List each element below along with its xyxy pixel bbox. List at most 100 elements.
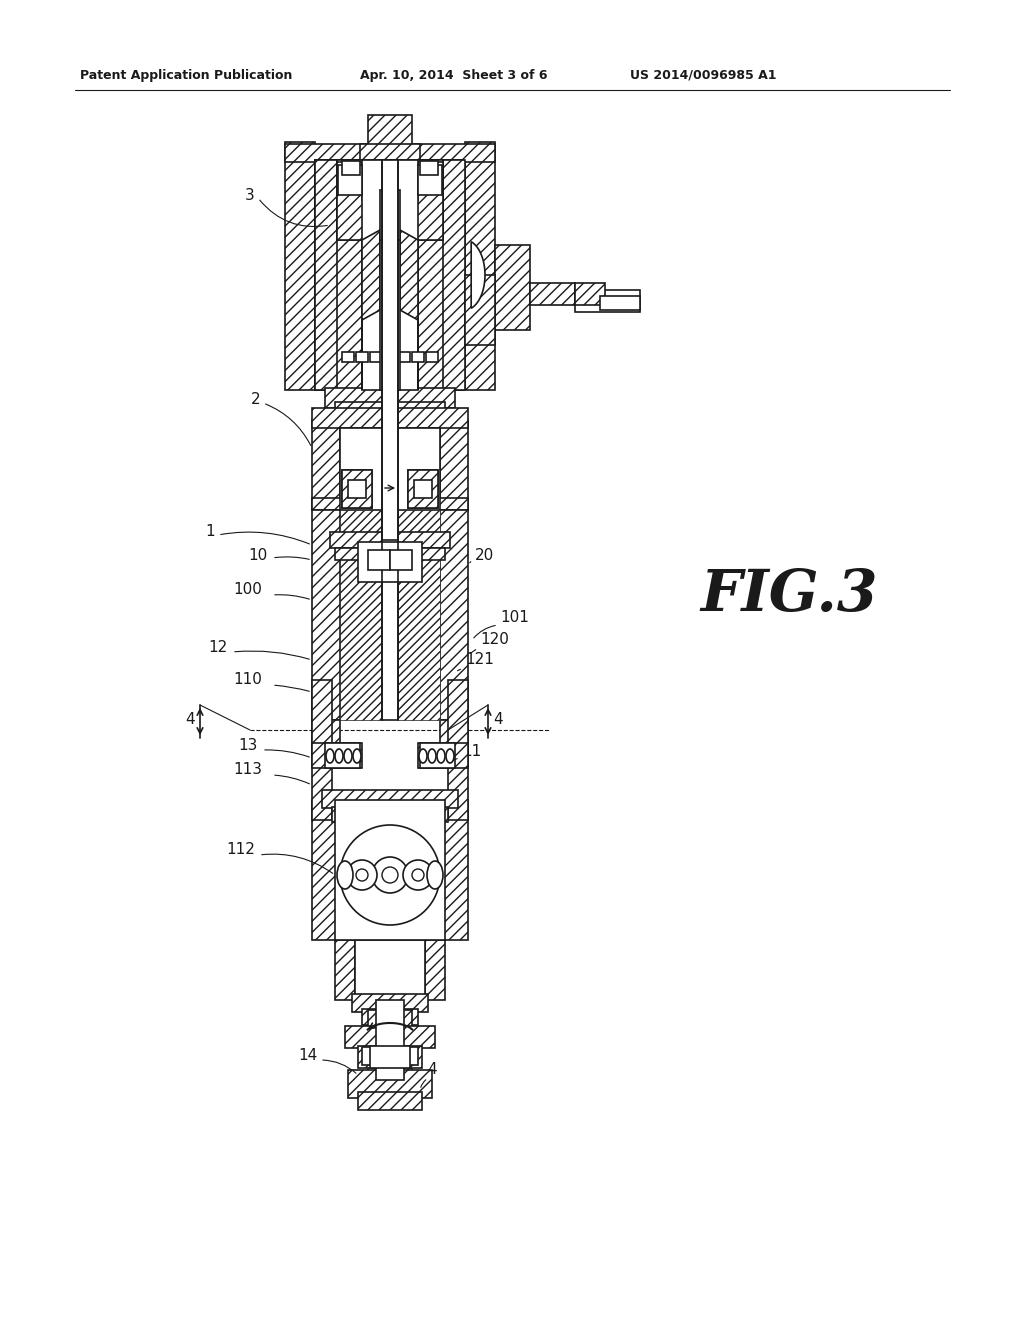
Text: 121: 121 — [465, 652, 494, 668]
Bar — [335, 940, 355, 1001]
Text: 113: 113 — [233, 763, 262, 777]
Ellipse shape — [326, 748, 334, 763]
Bar — [440, 719, 468, 755]
Bar — [418, 165, 442, 195]
Text: 4: 4 — [185, 713, 195, 727]
Bar — [285, 143, 315, 389]
Ellipse shape — [446, 748, 454, 763]
Bar — [340, 510, 382, 719]
Bar — [398, 510, 440, 719]
Bar — [420, 161, 438, 176]
Bar — [380, 230, 400, 389]
Bar — [440, 800, 468, 940]
Text: Apr. 10, 2014  Sheet 3 of 6: Apr. 10, 2014 Sheet 3 of 6 — [360, 69, 548, 82]
Bar — [312, 408, 468, 428]
Bar — [390, 550, 412, 570]
Ellipse shape — [419, 748, 427, 763]
Bar — [465, 143, 495, 389]
Bar — [384, 352, 396, 362]
Text: 2: 2 — [251, 392, 260, 408]
Text: 11: 11 — [462, 744, 481, 759]
Ellipse shape — [412, 869, 424, 880]
Ellipse shape — [382, 867, 398, 883]
Bar — [332, 807, 449, 822]
Bar — [575, 290, 640, 312]
Bar — [335, 800, 445, 940]
Bar — [398, 352, 410, 362]
Bar — [312, 498, 468, 510]
Text: 110: 110 — [233, 672, 262, 688]
Ellipse shape — [335, 748, 343, 763]
Bar — [382, 160, 398, 540]
Bar — [382, 510, 398, 719]
Bar — [418, 743, 468, 768]
Text: 20: 20 — [475, 548, 495, 562]
Bar — [322, 789, 458, 808]
Text: 12: 12 — [209, 640, 228, 656]
Bar — [335, 403, 445, 420]
Bar — [356, 352, 368, 362]
Bar — [358, 1045, 422, 1068]
Bar — [425, 940, 445, 1001]
Bar — [362, 160, 418, 389]
Bar — [358, 1092, 422, 1110]
Polygon shape — [400, 162, 443, 240]
Bar — [440, 510, 468, 719]
Polygon shape — [337, 162, 380, 240]
Bar — [348, 1071, 432, 1098]
Bar — [325, 388, 455, 408]
Bar — [420, 743, 455, 768]
Bar — [342, 470, 372, 508]
Bar — [345, 1026, 435, 1048]
Text: 3: 3 — [246, 187, 255, 202]
Ellipse shape — [437, 748, 445, 763]
Text: US 2014/0096985 A1: US 2014/0096985 A1 — [630, 69, 776, 82]
Text: 4: 4 — [427, 1063, 437, 1077]
Bar — [530, 282, 575, 305]
Bar — [368, 1010, 412, 1090]
Ellipse shape — [347, 861, 377, 890]
Bar — [575, 282, 605, 305]
Bar — [362, 1008, 418, 1026]
Bar — [443, 160, 465, 389]
Bar — [368, 550, 390, 570]
Polygon shape — [362, 230, 380, 389]
Bar — [370, 352, 382, 362]
Bar — [312, 743, 362, 768]
Bar — [312, 510, 340, 719]
Bar — [315, 160, 463, 389]
Ellipse shape — [403, 861, 433, 890]
Bar — [312, 719, 340, 755]
Text: 112: 112 — [226, 842, 255, 858]
Bar — [370, 1045, 410, 1068]
Text: 13: 13 — [239, 738, 258, 752]
Bar — [495, 246, 530, 330]
Bar — [285, 144, 495, 162]
Polygon shape — [400, 230, 418, 389]
Bar — [352, 994, 428, 1012]
Bar — [362, 1047, 418, 1065]
Bar — [342, 470, 372, 508]
Text: 14: 14 — [299, 1048, 318, 1063]
Bar — [330, 532, 450, 548]
Bar — [335, 548, 445, 560]
Bar — [408, 470, 438, 508]
Text: 10: 10 — [249, 548, 268, 562]
Bar — [465, 275, 495, 345]
Bar — [315, 160, 337, 389]
Ellipse shape — [356, 869, 368, 880]
Bar — [360, 144, 420, 162]
Text: Patent Application Publication: Patent Application Publication — [80, 69, 293, 82]
Bar — [408, 470, 438, 508]
Bar — [312, 420, 340, 510]
Bar — [426, 352, 438, 362]
Ellipse shape — [428, 748, 436, 763]
Ellipse shape — [353, 748, 361, 763]
Bar — [376, 1001, 404, 1080]
Text: FIG.3: FIG.3 — [700, 566, 878, 623]
Bar — [385, 230, 395, 310]
Bar — [342, 161, 360, 176]
Bar — [358, 543, 422, 582]
Ellipse shape — [344, 748, 352, 763]
Bar — [315, 160, 463, 389]
